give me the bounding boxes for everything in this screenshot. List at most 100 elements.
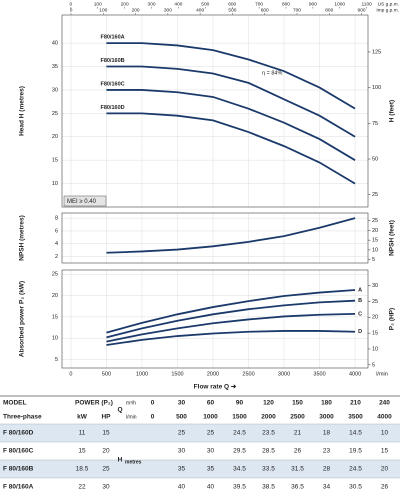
model-name: F 80/160A bbox=[3, 484, 34, 491]
y2-tick-label: 10 bbox=[372, 247, 378, 253]
y2-tick-label: 30 bbox=[372, 283, 378, 289]
curve bbox=[106, 89, 356, 161]
q-m3h: 60 bbox=[207, 400, 215, 407]
head-value: 36.5 bbox=[291, 484, 304, 491]
q-m3h: 0 bbox=[151, 400, 155, 407]
x-axis-title: Flow rate Q ➔ bbox=[194, 384, 237, 391]
y-tick-label: 6 bbox=[55, 228, 58, 234]
power-kw: 18.5 bbox=[76, 466, 89, 473]
y-tick-label: 40 bbox=[52, 41, 58, 47]
top-tick-label: 600 bbox=[261, 7, 269, 13]
q-lmin: 1000 bbox=[203, 414, 218, 421]
q-lmin: 3000 bbox=[319, 414, 334, 421]
q-m3h: 30 bbox=[178, 400, 186, 407]
series-label: C bbox=[358, 311, 362, 317]
y-tick-label: 4 bbox=[55, 241, 58, 247]
top-tick-label: 400 bbox=[174, 1, 182, 7]
head-value: 19.5 bbox=[349, 448, 362, 455]
head-value: 21 bbox=[294, 430, 302, 437]
q-m3h: 210 bbox=[350, 400, 361, 407]
top-tick-label: 700 bbox=[255, 1, 263, 7]
curve bbox=[106, 217, 356, 254]
top-tick-label: 500 bbox=[228, 7, 236, 13]
head-value: 20 bbox=[381, 466, 389, 473]
top-tick-label: 1000 bbox=[334, 1, 345, 7]
plot-frame bbox=[61, 212, 369, 264]
plot-area bbox=[62, 270, 368, 368]
x-tick-label: 0 bbox=[69, 371, 72, 377]
y2-tick-label: 20 bbox=[372, 228, 378, 234]
head-value: 25 bbox=[178, 430, 186, 437]
plot-area bbox=[62, 15, 368, 207]
plot-frame bbox=[61, 269, 369, 369]
table-header: m³/h bbox=[126, 400, 136, 406]
head-value: 30 bbox=[207, 448, 215, 455]
head-value: 31.5 bbox=[291, 466, 304, 473]
top-tick-label: 600 bbox=[228, 1, 236, 7]
y2-tick-label: 15 bbox=[372, 331, 378, 337]
head-value: 24.5 bbox=[349, 466, 362, 473]
plot-frame bbox=[61, 14, 369, 208]
x-tick-label: 2000 bbox=[207, 371, 219, 377]
head-value: 25 bbox=[207, 430, 215, 437]
head-value: 35 bbox=[207, 466, 215, 473]
y2-tick-label: 125 bbox=[372, 49, 381, 55]
q-m3h: 120 bbox=[263, 400, 274, 407]
curve bbox=[106, 42, 356, 110]
q-lmin: 500 bbox=[176, 414, 187, 421]
top-tick-label: 300 bbox=[148, 1, 156, 7]
head-value: 18 bbox=[323, 430, 331, 437]
y-axis-title: Absorbed power P₂ (kW) bbox=[19, 281, 26, 357]
y2-tick-label: 25 bbox=[372, 218, 378, 224]
curve bbox=[106, 299, 356, 339]
y-tick-label: 30 bbox=[52, 87, 58, 93]
table-header: Q bbox=[117, 407, 122, 414]
y2-tick-label: 5 bbox=[372, 362, 375, 368]
curve bbox=[106, 289, 356, 334]
head-value: 33.5 bbox=[262, 466, 275, 473]
top-axis-title: US g.p.m. bbox=[378, 1, 399, 7]
series-label: F80/160A bbox=[100, 35, 124, 41]
power-hp: 15 bbox=[102, 430, 110, 437]
y2-tick-label: 10 bbox=[372, 346, 378, 352]
head-value: 23.5 bbox=[262, 430, 275, 437]
y2-axis-title: P₂ (HP) bbox=[389, 308, 396, 330]
top-tick-label: 900 bbox=[309, 1, 317, 7]
model-name: F 80/160C bbox=[3, 448, 34, 455]
top-tick-label: 200 bbox=[132, 7, 140, 13]
mei-label: MEI ≥ 0.40 bbox=[67, 199, 97, 205]
y-tick-label: 20 bbox=[52, 293, 58, 299]
head-value: 10 bbox=[381, 430, 389, 437]
q-lmin: 2500 bbox=[290, 414, 305, 421]
y2-axis-title: NPSH (feet) bbox=[389, 220, 396, 256]
series-label: D bbox=[358, 329, 362, 335]
q-m3h: 90 bbox=[236, 400, 244, 407]
y2-axis-title: H (feet) bbox=[389, 100, 396, 122]
head-value: 34 bbox=[323, 484, 331, 491]
top-tick-label: 800 bbox=[282, 1, 290, 7]
q-m3h: 240 bbox=[379, 400, 390, 407]
head-value: 14.5 bbox=[349, 430, 362, 437]
series-label: B bbox=[358, 298, 362, 304]
head-value: 40 bbox=[207, 484, 215, 491]
q-lmin: 3500 bbox=[348, 414, 363, 421]
top-tick-label: 200 bbox=[121, 1, 129, 7]
y2-tick-label: 25 bbox=[372, 192, 378, 198]
q-lmin: 4000 bbox=[377, 414, 392, 421]
power-kw: 22 bbox=[78, 484, 86, 491]
top-tick-label: 100 bbox=[94, 1, 102, 7]
curve bbox=[106, 312, 356, 343]
mei-box bbox=[63, 195, 107, 207]
y2-tick-label: 100 bbox=[372, 85, 381, 91]
y2-tick-label: 20 bbox=[372, 315, 378, 321]
head-value: 35 bbox=[178, 466, 186, 473]
row-shade bbox=[0, 424, 400, 442]
top-tick-label: 1100 bbox=[361, 1, 372, 7]
y-axis-title: Head H (metres) bbox=[19, 86, 26, 136]
power-hp: 25 bbox=[102, 466, 110, 473]
y2-tick-label: 25 bbox=[372, 299, 378, 305]
top-tick-label: 0 bbox=[70, 1, 73, 7]
table-header: POWER (P₂) bbox=[75, 400, 113, 407]
y-tick-label: 20 bbox=[52, 134, 58, 140]
table-header: H bbox=[118, 457, 123, 464]
